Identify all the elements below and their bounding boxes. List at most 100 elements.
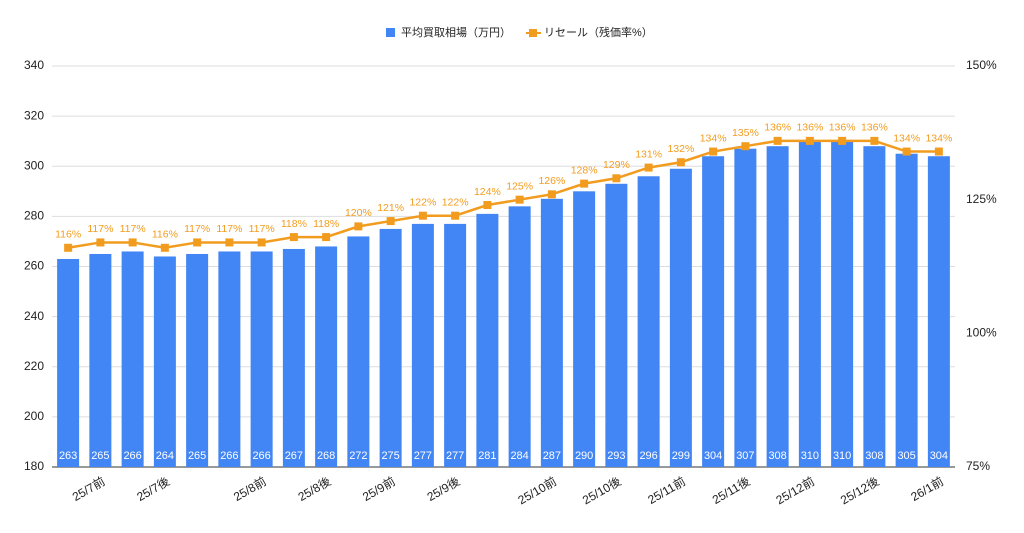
line-value-label: 118% <box>281 218 307 230</box>
bar <box>702 156 725 467</box>
line-point <box>644 163 653 172</box>
bar-value-label: 277 <box>414 450 432 462</box>
y-tick-label: 200 <box>24 409 44 423</box>
bar-value-label: 265 <box>188 450 206 462</box>
line-point <box>515 195 524 204</box>
x-tick-label: 25/7前 <box>69 473 107 504</box>
bar <box>637 176 660 467</box>
line-point <box>676 158 685 167</box>
bar-value-label: 304 <box>930 450 948 462</box>
y-tick-label: 320 <box>24 108 44 122</box>
bar <box>669 168 692 467</box>
bar <box>411 223 434 467</box>
line-point <box>386 217 395 226</box>
bar-value-label: 304 <box>704 450 722 462</box>
line-value-label: 134% <box>893 132 920 144</box>
line-point <box>741 142 750 151</box>
x-tick-label: 25/10前 <box>515 473 559 507</box>
y-tick-label: 240 <box>24 309 44 323</box>
bar-value-label: 272 <box>349 450 367 462</box>
bar <box>927 156 950 467</box>
bar <box>186 253 209 467</box>
bar-value-label: 305 <box>897 450 915 462</box>
bar <box>766 146 789 467</box>
bar-value-label: 293 <box>607 450 625 462</box>
x-tick-label: 25/9前 <box>360 473 398 504</box>
bar <box>444 223 467 467</box>
bar-value-label: 284 <box>510 450 528 462</box>
line-value-label: 134% <box>700 132 727 144</box>
bar-value-label: 264 <box>156 450 174 462</box>
line-value-label: 121% <box>377 202 404 214</box>
bar <box>863 146 886 467</box>
bar-value-label: 296 <box>639 450 657 462</box>
bar <box>282 248 305 467</box>
bar <box>734 148 757 468</box>
line-value-label: 136% <box>829 122 856 134</box>
line-value-label: 117% <box>120 223 146 235</box>
line-point <box>580 179 589 188</box>
bar <box>476 213 499 467</box>
line-point <box>225 238 234 247</box>
line-point <box>64 243 73 252</box>
line-point <box>193 238 202 247</box>
bar <box>798 141 821 467</box>
line-point <box>547 190 556 199</box>
bar-value-label: 308 <box>768 450 786 462</box>
bar-value-label: 281 <box>478 450 496 462</box>
bar-value-label: 310 <box>833 450 851 462</box>
line-point <box>96 238 105 247</box>
bar-value-label: 275 <box>381 450 399 462</box>
line-value-label: 116% <box>55 229 81 241</box>
bar <box>347 236 370 467</box>
x-tick-label: 25/9後 <box>425 474 463 504</box>
line-point <box>354 222 363 231</box>
line-value-label: 124% <box>474 186 501 198</box>
line-value-label: 120% <box>345 207 372 219</box>
bar-value-label: 266 <box>220 450 238 462</box>
bar <box>573 191 596 467</box>
legend-label: 平均買取相場（万円） <box>401 26 511 39</box>
line-value-label: 135% <box>732 127 759 139</box>
legend-swatch <box>386 28 395 37</box>
x-tick-label: 25/12前 <box>773 473 817 507</box>
y2-tick-label: 100% <box>966 326 997 340</box>
y2-tick-label: 125% <box>966 192 997 206</box>
line-value-label: 128% <box>571 164 598 176</box>
line-value-label: 117% <box>249 223 275 235</box>
bar <box>153 256 176 467</box>
x-tick-label: 25/8後 <box>296 474 334 504</box>
line-point <box>160 243 169 252</box>
bar <box>218 251 241 467</box>
line-value-label: 117% <box>184 223 210 235</box>
bar-value-label: 299 <box>672 450 690 462</box>
x-tick-label: 26/1前 <box>908 473 946 504</box>
line-value-label: 117% <box>87 223 113 235</box>
line-point <box>257 238 266 247</box>
line-value-label: 132% <box>667 143 694 155</box>
line-value-label: 136% <box>796 122 823 134</box>
x-tick-label: 25/10後 <box>580 474 623 507</box>
line-value-label: 122% <box>409 196 436 208</box>
line-value-label: 126% <box>538 175 565 187</box>
bar <box>831 141 854 467</box>
line-value-label: 125% <box>506 180 533 192</box>
line-value-label: 131% <box>635 148 662 160</box>
line-point <box>612 174 621 183</box>
bar-value-label: 268 <box>317 450 335 462</box>
line-point <box>483 201 492 210</box>
line-value-label: 134% <box>925 132 952 144</box>
bar-value-label: 287 <box>543 450 561 462</box>
bar-value-label: 307 <box>736 450 754 462</box>
x-tick-label: 25/12後 <box>838 474 881 507</box>
line-value-label: 136% <box>861 122 888 134</box>
y-tick-label: 180 <box>24 459 44 473</box>
y-tick-label: 280 <box>24 209 44 223</box>
bar <box>379 228 402 467</box>
line-point <box>128 238 137 247</box>
bar <box>315 246 338 467</box>
y2-tick-label: 75% <box>966 459 990 473</box>
line-value-label: 136% <box>764 122 791 134</box>
y-tick-label: 300 <box>24 158 44 172</box>
